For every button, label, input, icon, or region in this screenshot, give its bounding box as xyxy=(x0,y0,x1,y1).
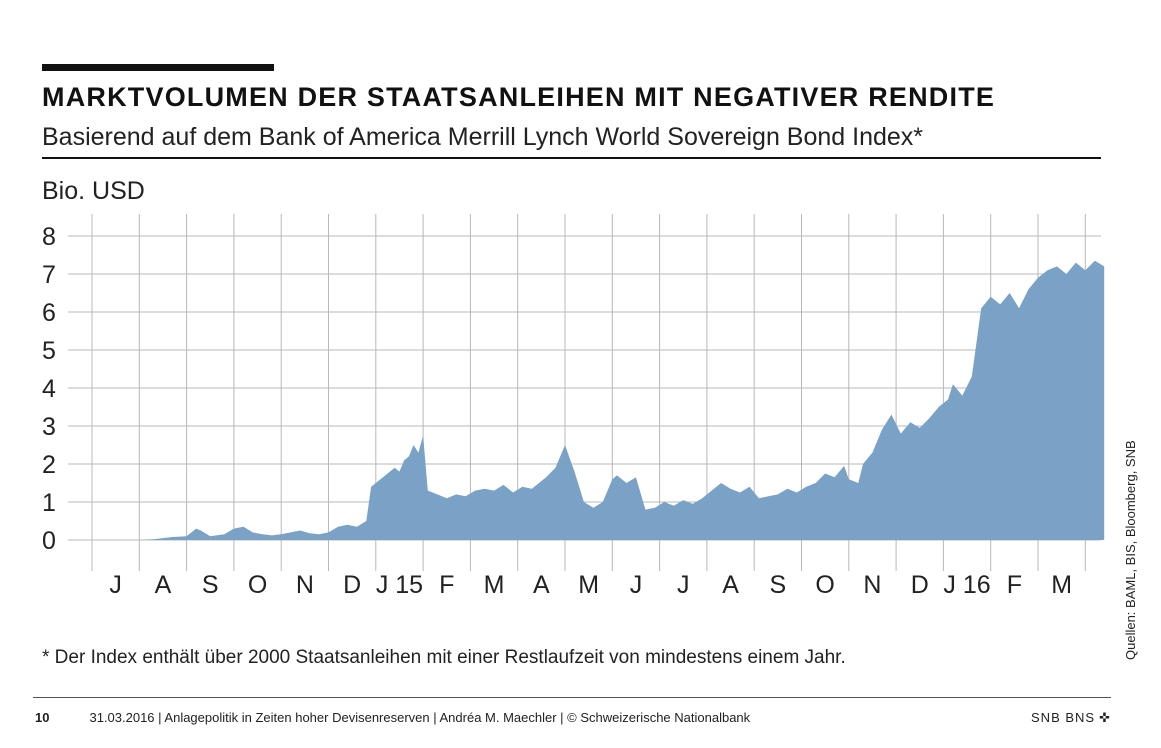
page-number: 10 xyxy=(35,710,50,725)
x-tick-label: S xyxy=(770,571,787,599)
title-accent-bar xyxy=(42,64,274,71)
y-tick-label: 7 xyxy=(42,261,56,289)
x-tick-label: O xyxy=(815,571,834,599)
y-tick-label: 4 xyxy=(42,375,56,403)
y-tick-label: 1 xyxy=(42,489,56,517)
footer-divider xyxy=(33,697,1111,698)
x-tick-label: F xyxy=(439,571,454,599)
x-tick-label: D xyxy=(911,571,929,599)
y-tick-label: 6 xyxy=(42,299,56,327)
y-tick-label: 2 xyxy=(42,451,56,479)
x-tick-label: J xyxy=(109,571,122,599)
x-tick-label: N xyxy=(863,571,881,599)
x-tick-label: A xyxy=(533,571,550,599)
y-tick-label: 0 xyxy=(42,527,56,555)
x-tick-label: N xyxy=(296,571,314,599)
x-tick-label: J 16 xyxy=(943,571,990,599)
chart-title: MARKTVOLUMEN DER STAATSANLEIHEN MIT NEGA… xyxy=(42,82,996,112)
x-tick-label: M xyxy=(1051,571,1072,599)
title-divider xyxy=(42,157,1101,159)
swiss-cross-icon: ✜ xyxy=(1099,710,1111,725)
y-axis-unit-label: Bio. USD xyxy=(42,177,145,205)
series-area xyxy=(92,260,1105,540)
x-tick-label: F xyxy=(1007,571,1022,599)
footer: 10 31.03.2016 | Anlagepolitik in Zeiten h… xyxy=(35,710,750,725)
x-tick-label: J 15 xyxy=(376,571,423,599)
source-note: Quellen: BAML, BIS, Bloomberg, SNB xyxy=(1123,440,1138,660)
x-tick-label: J xyxy=(677,571,690,599)
x-tick-label: A xyxy=(722,571,739,599)
x-tick-label: S xyxy=(202,571,219,599)
x-tick-label: M xyxy=(484,571,505,599)
y-tick-label: 5 xyxy=(42,337,56,365)
brand-logo: SNB BNS ✜ xyxy=(1031,710,1111,726)
y-tick-label: 3 xyxy=(42,413,56,441)
y-tick-label: 8 xyxy=(42,223,56,251)
footnote: * Der Index enthält über 2000 Staatsanle… xyxy=(42,647,846,668)
x-tick-label: A xyxy=(155,571,172,599)
x-tick-label: D xyxy=(343,571,361,599)
x-tick-label: M xyxy=(578,571,599,599)
brand-text: SNB BNS xyxy=(1031,710,1096,725)
footer-text: 31.03.2016 | Anlagepolitik in Zeiten hoh… xyxy=(89,710,751,725)
chart-subtitle: Basierend auf dem Bank of America Merril… xyxy=(42,123,924,151)
x-tick-label: J xyxy=(630,571,643,599)
x-tick-label: O xyxy=(248,571,267,599)
